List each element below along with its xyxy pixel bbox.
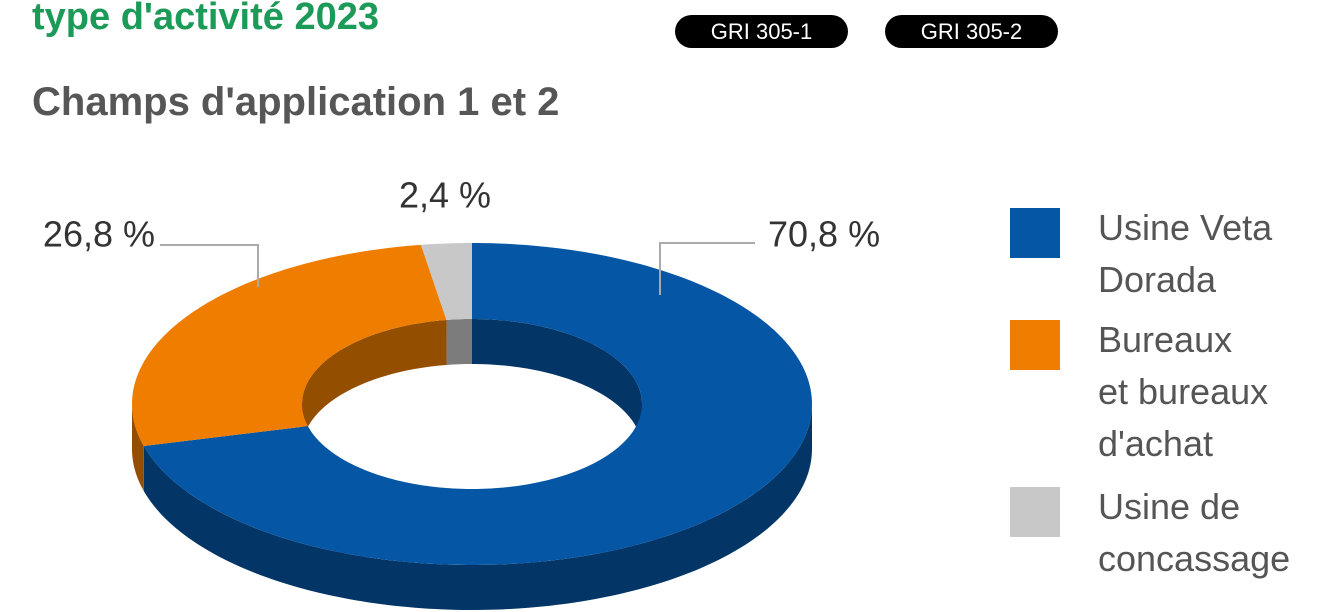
slice (143, 243, 812, 565)
outer-wall (143, 404, 812, 610)
inner-wall (302, 319, 447, 449)
leader-line (160, 244, 259, 287)
badge: GRI 305-2 (885, 15, 1058, 48)
legend-swatch (1010, 320, 1060, 370)
title: type d'activité 2023 (32, 0, 379, 38)
slice (132, 244, 447, 446)
legend-label: Usine Veta Dorada (1098, 207, 1273, 300)
value-label: 26,8 % (43, 214, 155, 255)
slice (420, 243, 472, 320)
leader-line (659, 242, 755, 295)
value-label: 70,8 % (768, 214, 880, 255)
outer-wall (132, 404, 144, 491)
legend-label: Usine de concassage (1098, 486, 1291, 579)
legend-swatch (1010, 487, 1060, 537)
legend-swatch (1010, 208, 1060, 258)
inner-wall (472, 319, 642, 449)
inner-wall (446, 319, 472, 365)
value-label: 2,4 % (399, 175, 491, 216)
legend-label: Bureaux et bureaux d'achat (1098, 319, 1269, 464)
badge: GRI 305-1 (675, 15, 848, 48)
chart: 70,8 % 26,8 % 2,4 % (43, 175, 880, 610)
subtitle: Champs d'application 1 et 2 (32, 80, 560, 124)
